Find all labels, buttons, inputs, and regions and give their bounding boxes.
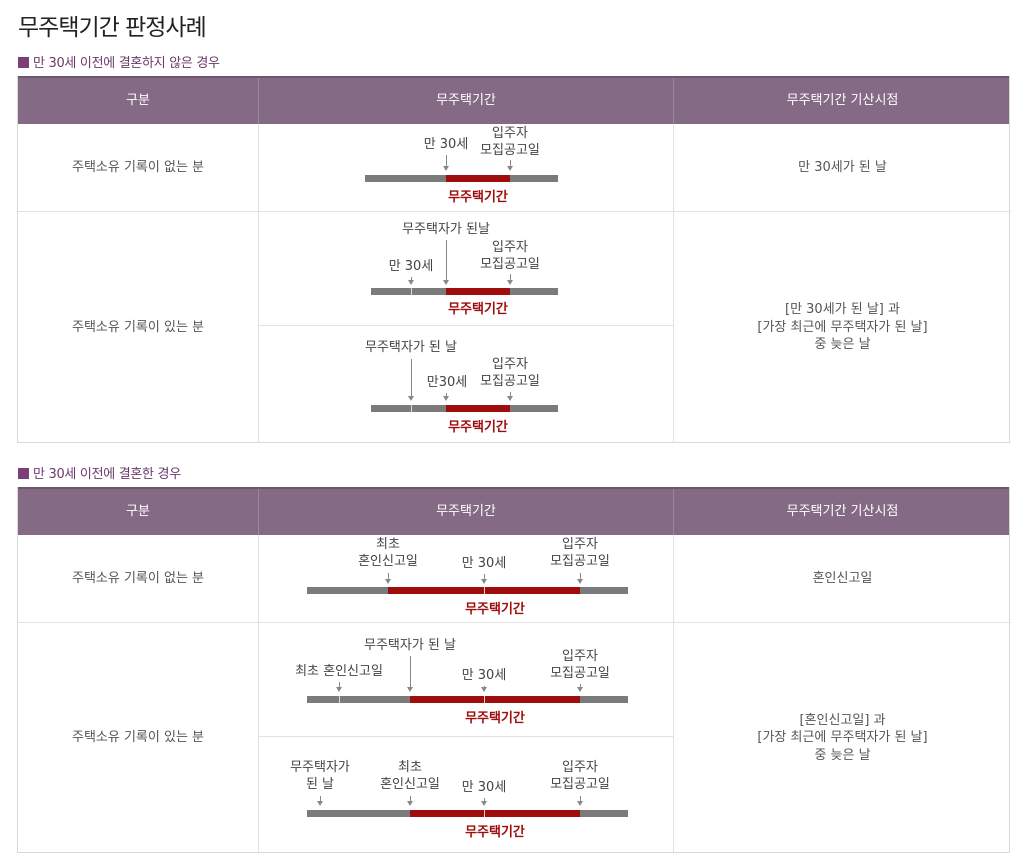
- start-point-value: [만 30세가 된 날] 과 [가장 최근에 무주택자가 된 날] 중 늦은 날: [757, 302, 928, 353]
- table-married: 구분 무주택기간 무주택기간 기산시점 주택소유 기록이 없는 분 최초 혼인신…: [17, 487, 1011, 853]
- period-diagram: 만 30세 입주자 모집공고일 무주택기간: [259, 124, 674, 212]
- start-point-value: [혼인신고일] 과 [가장 최근에 무주택자가 된 날] 중 늦은 날: [757, 712, 928, 763]
- start-point-value: 만 30세가 된 날: [674, 124, 1011, 212]
- header-period: 무주택기간: [259, 78, 674, 124]
- diagram-label: 입주자 모집공고일: [480, 357, 540, 389]
- timeline-bar: [371, 288, 446, 295]
- section-title-unmarried: 만 30세 이전에 결혼하지 않은 경우: [18, 52, 220, 71]
- timeline-bar: [510, 405, 558, 412]
- down-arrow-icon: [577, 573, 583, 584]
- period-label: 무주택기간: [465, 602, 525, 617]
- timeline-tick: [339, 696, 340, 703]
- period-bar: [410, 810, 580, 817]
- row-category: 주택소유 기록이 있는 분: [18, 212, 259, 443]
- down-arrow-icon: [336, 682, 342, 692]
- period-bar: [410, 696, 580, 703]
- period-bar: [446, 175, 510, 182]
- timeline-bar: [307, 810, 410, 817]
- diagram-label: 만 30세: [461, 668, 507, 683]
- timeline-tick: [484, 696, 485, 703]
- diagram-label: 만 30세: [461, 556, 507, 571]
- timeline-bar: [371, 405, 446, 412]
- period-diagram: 무주택자가 된 날 만30세 입주자 모집공고일 무주택기간: [259, 326, 674, 443]
- down-arrow-icon: [577, 796, 583, 806]
- diagram-label: 무주택자가 된 날: [364, 638, 456, 653]
- period-label: 무주택기간: [448, 420, 508, 435]
- square-bullet-icon: [18, 468, 29, 479]
- down-arrow-icon: [443, 393, 449, 401]
- period-diagram: 최초 혼인신고일 무주택자가 된 날 만 30세 입주자 모집공고일 무주택기간: [259, 623, 674, 737]
- table-header: 구분 무주택기간 무주택기간 기산시점: [18, 76, 1009, 124]
- timeline-bar: [580, 587, 628, 594]
- square-bullet-icon: [18, 57, 29, 68]
- row-category: 주택소유 기록이 없는 분: [18, 124, 259, 212]
- down-arrow-icon: [385, 573, 391, 584]
- down-arrow-icon: [317, 796, 323, 806]
- timeline-bar: [510, 288, 558, 295]
- down-arrow-icon: [507, 392, 513, 401]
- down-arrow-icon: [443, 155, 449, 171]
- diagram-label: 무주택자가 된 날: [365, 340, 457, 355]
- period-label: 무주택기간: [465, 825, 525, 840]
- period-bar: [446, 288, 510, 295]
- down-arrow-icon: [577, 684, 583, 692]
- row-category: 주택소유 기록이 없는 분: [18, 535, 259, 623]
- page-title: 무주택기간 판정사례: [18, 15, 207, 41]
- timeline-bar: [307, 587, 388, 594]
- down-arrow-icon: [507, 274, 513, 285]
- period-label: 무주택기간: [465, 711, 525, 726]
- header-category: 구분: [18, 78, 259, 124]
- diagram-label: 입주자 모집공고일: [480, 126, 540, 158]
- timeline-tick: [484, 587, 485, 594]
- diagram-label: 만30세: [426, 375, 468, 390]
- diagram-label: 입주자 모집공고일: [550, 649, 610, 681]
- diagram-label: 최초 혼인신고일: [295, 664, 383, 679]
- diagram-label: 무주택자가 된 날: [290, 760, 350, 792]
- header-category: 구분: [18, 489, 259, 535]
- section-title-married: 만 30세 이전에 결혼한 경우: [18, 463, 181, 482]
- header-start-point: 무주택기간 기산시점: [786, 93, 899, 108]
- down-arrow-icon: [407, 656, 413, 692]
- header-start-point: 무주택기간 기산시점: [786, 504, 899, 519]
- timeline-tick: [411, 288, 412, 295]
- timeline-bar: [307, 696, 410, 703]
- down-arrow-icon: [481, 686, 487, 692]
- down-arrow-icon: [481, 798, 487, 806]
- period-bar: [446, 405, 510, 412]
- diagram-label: 입주자 모집공고일: [550, 760, 610, 792]
- diagram-label: 무주택자가 된날: [402, 222, 490, 237]
- down-arrow-icon: [408, 277, 414, 285]
- diagram-label: 만 30세: [423, 137, 469, 152]
- start-point-value: 혼인신고일: [674, 535, 1011, 623]
- period-diagram: 무주택자가 된 날 최초 혼인신고일 만 30세 입주자 모집공고일 무주택기간: [259, 737, 674, 853]
- down-arrow-icon: [408, 359, 414, 401]
- row-category: 주택소유 기록이 있는 분: [18, 623, 259, 853]
- period-diagram: 무주택자가 된날 만 30세 입주자 모집공고일 무주택기간: [259, 212, 674, 326]
- diagram-label: 최초 혼인신고일: [380, 760, 440, 792]
- table-header: 구분 무주택기간 무주택기간 기산시점: [18, 487, 1009, 535]
- down-arrow-icon: [507, 160, 513, 171]
- timeline-bar: [580, 810, 628, 817]
- down-arrow-icon: [407, 796, 413, 806]
- diagram-label: 만 30세: [388, 259, 434, 274]
- diagram-label: 만 30세: [461, 780, 507, 795]
- timeline-tick: [484, 810, 485, 817]
- timeline-bar: [365, 175, 446, 182]
- period-diagram: 최초 혼인신고일 만 30세 입주자 모집공고일 무주택기간: [259, 535, 674, 623]
- diagram-label: 최초 혼인신고일: [358, 537, 418, 569]
- down-arrow-icon: [481, 574, 487, 584]
- timeline-bar: [580, 696, 628, 703]
- period-label: 무주택기간: [448, 302, 508, 317]
- header-period: 무주택기간: [259, 489, 674, 535]
- timeline-tick: [411, 405, 412, 412]
- period-label: 무주택기간: [448, 190, 508, 205]
- diagram-label: 입주자 모집공고일: [480, 240, 540, 272]
- diagram-label: 입주자 모집공고일: [550, 537, 610, 569]
- down-arrow-icon: [443, 240, 449, 285]
- timeline-bar: [510, 175, 558, 182]
- table-unmarried: 구분 무주택기간 무주택기간 기산시점 주택소유 기록이 없는 분 만 30세 …: [17, 76, 1011, 443]
